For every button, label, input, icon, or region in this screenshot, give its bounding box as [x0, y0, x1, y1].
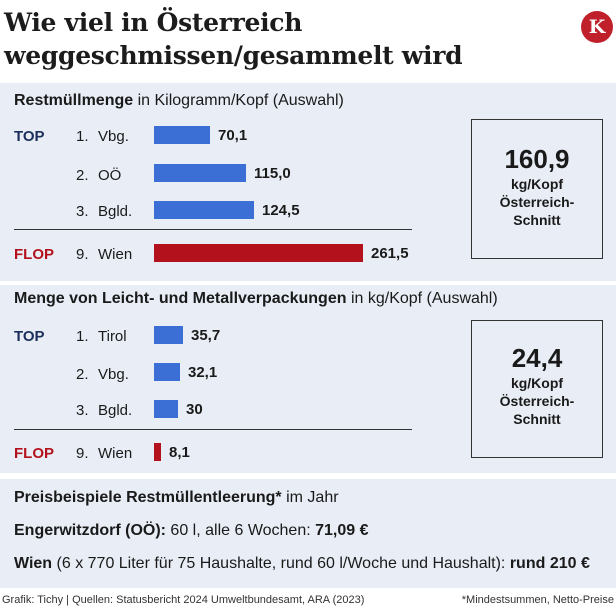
- verpackung-name-1: Tirol: [98, 328, 127, 345]
- verpackung-flop-label: FLOP: [14, 445, 54, 462]
- restmuell-average-box: 160,9 kg/Kopf Österreich- Schnitt: [471, 119, 603, 259]
- page-title: Wie viel in Österreich weggeschmissen/ge…: [4, 6, 463, 72]
- preisbeispiele-title-bold: Preisbeispiele Restmüllentleerung*: [14, 489, 282, 506]
- restmuell-name-3: Bgld.: [98, 203, 133, 220]
- verpackung-value-bgld: 30: [186, 401, 203, 418]
- price-engerwitzdorf-place: Engerwitzdorf (OÖ):: [14, 522, 166, 539]
- price-example-wien: Wien (6 x 770 Liter für 75 Haushalte, ru…: [14, 555, 590, 573]
- verpackung-name-3: Bgld.: [98, 402, 133, 419]
- verpackung-bar-tirol: [154, 326, 183, 344]
- verpackung-average-value: 24,4: [511, 343, 563, 373]
- restmuell-rank-2: 2.: [76, 167, 89, 184]
- footer-note: *Mindestsummen, Netto-Preise: [461, 594, 614, 606]
- restmuell-average-line3: Schnitt: [513, 212, 561, 228]
- restmuell-value-wien: 261,5: [371, 245, 409, 262]
- restmuell-rank-3: 3.: [76, 203, 89, 220]
- verpackung-bar-vbg: [154, 363, 180, 381]
- verpackung-average-line3: Schnitt: [513, 411, 561, 427]
- restmuell-average-line2: Österreich-: [499, 194, 575, 210]
- verpackung-value-tirol: 35,7: [191, 327, 221, 344]
- restmuell-rank-9: 9.: [76, 246, 89, 263]
- verpackung-average-unit: kg/Kopf: [510, 375, 564, 391]
- verpackung-average-line2: Österreich-: [499, 393, 575, 409]
- restmuell-divider: [14, 229, 412, 230]
- verpackung-bar-wien: [154, 443, 161, 461]
- verpackung-title-rest: in kg/Kopf (Auswahl): [346, 290, 498, 307]
- verpackung-divider: [14, 429, 412, 430]
- restmuell-name-1: Vbg.: [98, 128, 129, 145]
- restmuell-name-2: OÖ: [98, 167, 122, 184]
- verpackung-panel: Menge von Leicht- und Metallverpackungen…: [0, 285, 616, 473]
- preisbeispiele-panel: Preisbeispiele Restmüllentleerung* im Ja…: [0, 479, 616, 588]
- verpackung-rank-2: 2.: [76, 366, 89, 383]
- verpackung-value-vbg: 32,1: [188, 364, 218, 381]
- restmuell-header: Restmüllmenge in Kilogramm/Kopf (Auswahl…: [14, 92, 344, 110]
- verpackung-rank-3: 3.: [76, 402, 89, 419]
- verpackung-rank-9: 9.: [76, 445, 89, 462]
- verpackung-header: Menge von Leicht- und Metallverpackungen…: [14, 290, 498, 308]
- restmuell-title-rest: in Kilogramm/Kopf (Auswahl): [133, 92, 344, 109]
- restmuell-value-bgld: 124,5: [262, 202, 300, 219]
- title-line-2: weggeschmissen/gesammelt wird: [4, 41, 463, 70]
- restmuell-top-label: TOP: [14, 128, 45, 145]
- restmuell-rank-1: 1.: [76, 128, 89, 145]
- restmuell-flop-label: FLOP: [14, 246, 54, 263]
- price-wien-place: Wien: [14, 555, 53, 572]
- restmuell-panel: Restmüllmenge in Kilogramm/Kopf (Auswahl…: [0, 83, 616, 281]
- verpackung-rank-1: 1.: [76, 328, 89, 345]
- restmuell-title-bold: Restmüllmenge: [14, 92, 134, 109]
- price-engerwitzdorf-amount: 71,09 €: [315, 522, 369, 539]
- preisbeispiele-header: Preisbeispiele Restmüllentleerung* im Ja…: [14, 489, 339, 507]
- price-example-engerwitzdorf: Engerwitzdorf (OÖ): 60 l, alle 6 Wochen:…: [14, 522, 369, 540]
- price-wien-amount: rund 210 €: [509, 555, 590, 572]
- price-engerwitzdorf-detail: 60 l, alle 6 Wochen:: [165, 522, 316, 539]
- verpackung-top-label: TOP: [14, 328, 45, 345]
- verpackung-average-box: 24,4 kg/Kopf Österreich- Schnitt: [471, 320, 603, 458]
- verpackung-name-9: Wien: [98, 445, 133, 462]
- restmuell-value-ooe: 115,0: [254, 165, 291, 182]
- restmuell-name-9: Wien: [98, 246, 133, 263]
- kurier-logo: K: [581, 11, 613, 43]
- preisbeispiele-title-rest: im Jahr: [281, 489, 339, 506]
- verpackung-name-2: Vbg.: [98, 366, 129, 383]
- restmuell-average-value: 160,9: [504, 144, 570, 174]
- verpackung-title-bold: Menge von Leicht- und Metallverpackungen: [14, 290, 347, 307]
- verpackung-value-wien: 8,1: [169, 444, 190, 461]
- restmuell-value-vbg: 70,1: [218, 127, 248, 144]
- restmuell-bar-ooe: [154, 164, 246, 182]
- restmuell-bar-bgld: [154, 201, 254, 219]
- restmuell-average-unit: kg/Kopf: [510, 176, 564, 192]
- verpackung-bar-bgld: [154, 400, 178, 418]
- footer-source: Grafik: Tichy | Quellen: Statusbericht 2…: [2, 594, 365, 606]
- title-line-1: Wie viel in Österreich: [4, 8, 303, 37]
- restmuell-bar-vbg: [154, 126, 210, 144]
- price-wien-detail: (6 x 770 Liter für 75 Haushalte, rund 60…: [52, 555, 510, 572]
- restmuell-bar-wien: [154, 244, 363, 262]
